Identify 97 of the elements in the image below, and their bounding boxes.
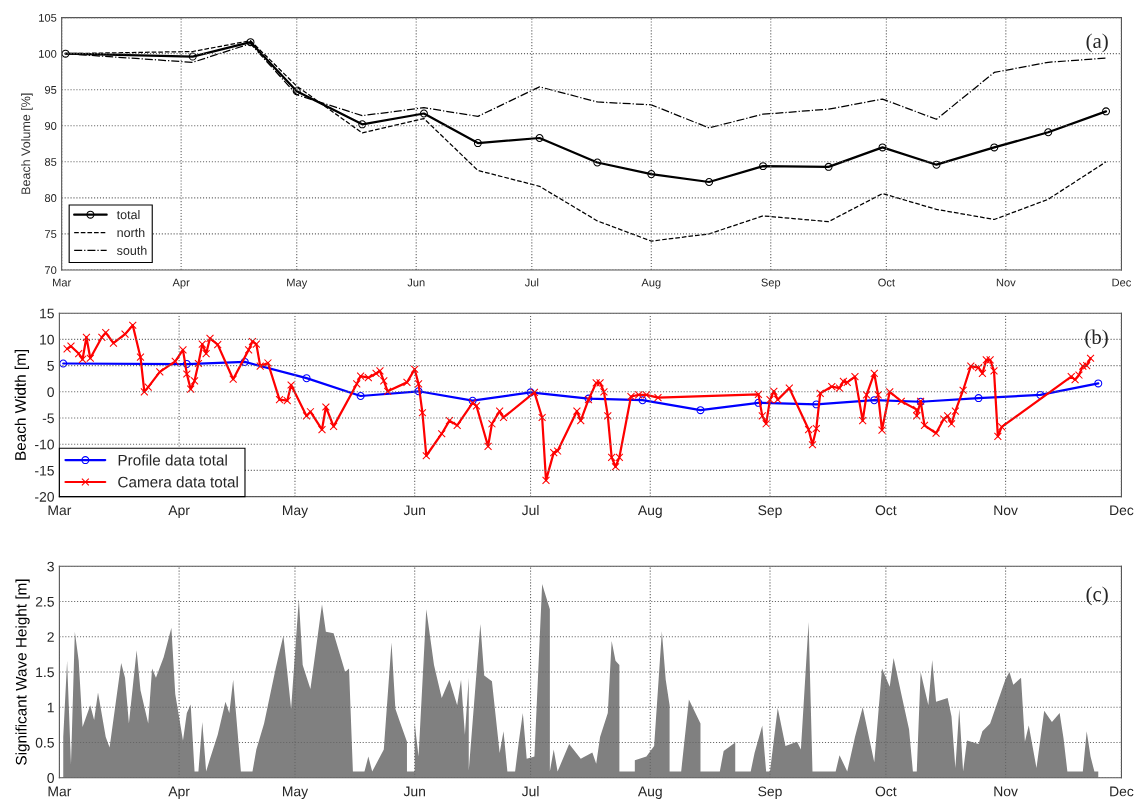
point <box>754 398 763 407</box>
point <box>812 400 821 409</box>
x-tick-label: Apr <box>168 786 190 800</box>
point <box>593 158 602 167</box>
point <box>638 396 647 405</box>
x-tick-label: Jul <box>524 278 539 287</box>
x-tick-label: May <box>282 786 309 800</box>
point <box>535 134 544 142</box>
point <box>419 109 428 118</box>
x-tick-label: May <box>287 278 308 289</box>
point <box>59 359 68 368</box>
y-tick-label: -5 <box>42 413 54 424</box>
x-tick-label: Jul <box>521 786 539 797</box>
x-tick-label: Jul <box>521 504 539 516</box>
point <box>759 162 768 171</box>
y-tick-label: 85 <box>44 158 57 166</box>
point <box>526 388 535 397</box>
point <box>870 396 879 405</box>
point <box>1036 390 1045 399</box>
x-tick-label: Oct <box>875 786 897 797</box>
y-tick-label: -15 <box>35 465 54 476</box>
y-tick-label: 90 <box>44 122 57 130</box>
x-tick-label: Oct <box>878 278 895 287</box>
y-tick-label: 15 <box>40 308 54 319</box>
y-axis-title: Significant Wave Height [m] <box>15 579 30 765</box>
annotation: (b) <box>1085 329 1108 349</box>
annotation: (a) <box>1086 33 1108 53</box>
x-tick-label: Dec <box>1110 786 1134 797</box>
point <box>932 160 941 169</box>
point <box>696 406 705 415</box>
y-tick-label: 3 <box>47 561 54 572</box>
point <box>1094 379 1103 388</box>
x-tick-label: Oct <box>875 505 897 516</box>
y-axis-title: Beach Width [m] <box>14 349 29 460</box>
y-tick-label: 0.5 <box>35 737 54 748</box>
y-tick-label: -20 <box>35 491 54 502</box>
y-tick-label: 80 <box>44 194 57 202</box>
x-tick-label: Sep <box>758 786 782 800</box>
x-tick-label: Mar <box>53 278 72 287</box>
x-tick-label: Nov <box>994 505 1018 516</box>
y-tick-label: 105 <box>39 13 57 22</box>
point <box>705 178 714 186</box>
legend-label: Profile data total <box>118 454 227 466</box>
point <box>878 143 887 152</box>
y-tick-label: 75 <box>45 230 57 239</box>
legend-label: Camera data total <box>118 476 238 488</box>
point <box>990 143 999 152</box>
point <box>240 357 249 366</box>
point <box>188 52 197 61</box>
y-tick-label: 0 <box>47 773 54 783</box>
x-tick-label: Mar <box>48 786 72 797</box>
point <box>61 49 70 58</box>
point <box>974 394 983 403</box>
x-tick-label: Sep <box>761 278 781 289</box>
point <box>647 170 656 179</box>
point <box>473 139 482 148</box>
y-tick-label: 2.5 <box>35 596 54 607</box>
y-tick-label: 10 <box>40 334 54 345</box>
x-tick-label: Dec <box>1112 278 1132 287</box>
x-tick-label: Jun <box>403 786 425 797</box>
legend-label: south <box>117 245 147 255</box>
y-tick-label: 70 <box>45 266 57 275</box>
x-tick-label: Aug <box>641 278 661 289</box>
point <box>824 162 833 171</box>
x-tick-label: Aug <box>637 786 662 800</box>
point <box>414 387 423 396</box>
y-tick-label: 100 <box>39 49 57 58</box>
point <box>358 120 367 129</box>
point <box>1044 128 1053 137</box>
legend-label: north <box>117 227 145 238</box>
y-tick-label: 1 <box>47 702 54 713</box>
point <box>182 360 191 369</box>
x-tick-label: Sep <box>758 505 782 518</box>
point <box>302 374 311 383</box>
y-tick-label: 5 <box>47 361 54 371</box>
point <box>1102 107 1111 116</box>
x-tick-label: Nov <box>996 278 1016 287</box>
y-tick-label: 95 <box>44 85 57 94</box>
legend-label: total <box>116 209 140 220</box>
x-tick-label: Aug <box>637 505 662 518</box>
x-tick-label: May <box>282 505 309 518</box>
y-tick-label: -10 <box>35 439 54 450</box>
y-tick-label: 0 <box>47 387 54 397</box>
x-tick-label: Apr <box>168 505 190 518</box>
x-tick-label: Jun <box>407 278 425 287</box>
y-tick-label: 2 <box>47 632 54 642</box>
annotation: (c) <box>1086 586 1108 606</box>
x-tick-label: Nov <box>994 786 1018 797</box>
point <box>356 392 365 400</box>
x-tick-label: Dec <box>1110 505 1134 516</box>
x-tick-label: Apr <box>172 278 190 289</box>
y-tick-label: 1.5 <box>36 667 54 678</box>
point <box>246 38 255 47</box>
x-tick-label: Mar <box>48 505 72 516</box>
y-axis-title: Beach Volume [%] <box>21 93 33 194</box>
x-tick-label: Jun <box>403 505 425 516</box>
point <box>292 87 301 96</box>
